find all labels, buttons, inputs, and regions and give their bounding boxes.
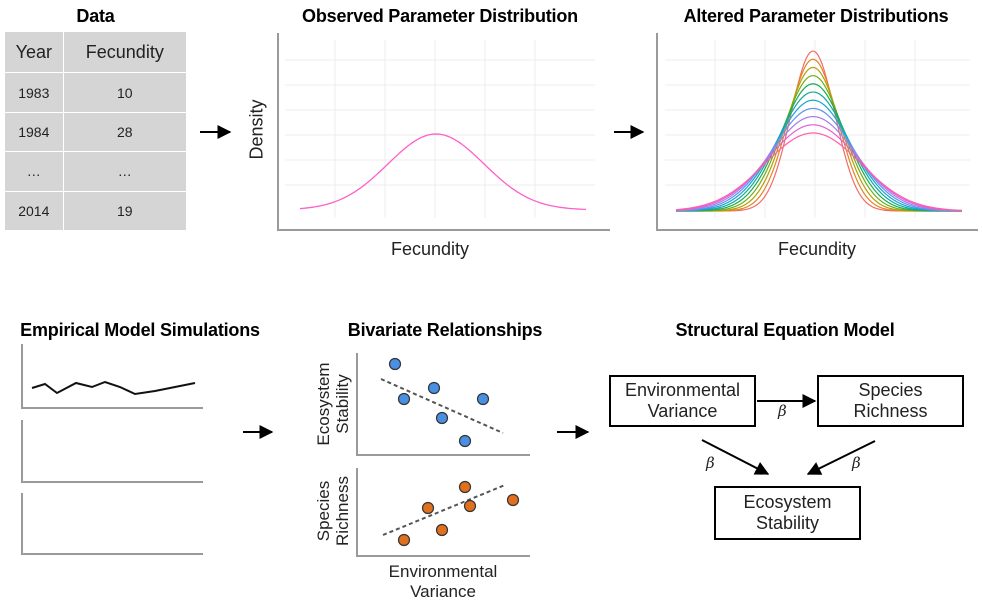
altered-grid bbox=[665, 40, 970, 218]
table-row: … … bbox=[5, 152, 186, 192]
xlabel-line: Environmental bbox=[388, 562, 498, 581]
path-label-richness-stability: β bbox=[852, 454, 861, 472]
node-label-line: Richness bbox=[853, 401, 928, 421]
table-cell: … bbox=[63, 152, 186, 192]
data-point bbox=[476, 392, 490, 406]
bivariate-bottom-ylabel: Species Richness bbox=[314, 461, 352, 561]
altered-xlabel: Fecundity bbox=[777, 239, 857, 259]
data-table: Year Fecundity 1983 10 1984 28 … … 2014 … bbox=[5, 32, 186, 230]
bivariate-bottom-axes bbox=[356, 468, 530, 557]
altered-density-curve bbox=[676, 50, 962, 212]
path-label-env-richness: β bbox=[778, 402, 787, 420]
altered-density-curve bbox=[675, 132, 963, 211]
altered-distributions-title: Altered Parameter Distributions bbox=[683, 6, 949, 26]
bivariate-top-points bbox=[388, 357, 490, 448]
bivariate-title: Bivariate Relationships bbox=[347, 320, 543, 340]
altered-density-curve bbox=[675, 99, 963, 212]
bivariate-bottom-points bbox=[397, 480, 520, 547]
altered-density-curve bbox=[676, 75, 962, 212]
simulation-trace bbox=[31, 380, 196, 396]
node-label-line: Variance bbox=[647, 401, 718, 421]
data-point bbox=[427, 381, 441, 395]
table-cell: 2014 bbox=[5, 191, 64, 230]
altered-density-curves bbox=[675, 50, 963, 212]
simulation-axes-3 bbox=[21, 493, 203, 555]
sem-arrow-richness-to-stability bbox=[806, 440, 876, 475]
data-point bbox=[397, 533, 411, 547]
sem-node-environmental-variance: Environmental Variance bbox=[609, 375, 756, 427]
observed-distribution-title: Observed Parameter Distribution bbox=[302, 6, 578, 26]
table-cell: 1984 bbox=[5, 112, 64, 153]
table-cell: 10 bbox=[63, 73, 186, 113]
table-cell: 28 bbox=[63, 113, 186, 153]
table-cell: … bbox=[5, 152, 64, 192]
bivariate-top-ylabel: Ecosystem Stability bbox=[314, 354, 352, 454]
data-point bbox=[435, 411, 449, 425]
data-point bbox=[458, 480, 472, 494]
ylabel-line: Species bbox=[314, 480, 333, 542]
data-point bbox=[458, 434, 472, 448]
observed-ylabel: Density bbox=[246, 99, 267, 160]
table-header-row: Year Fecundity bbox=[5, 32, 186, 74]
observed-density-curve bbox=[299, 133, 587, 211]
table-row: 1984 28 bbox=[5, 112, 186, 153]
altered-density-curve bbox=[676, 83, 962, 212]
column-header-year: Year bbox=[5, 32, 64, 74]
altered-density-curve bbox=[675, 116, 963, 212]
table-row: 1983 10 bbox=[5, 73, 186, 113]
observed-axes bbox=[277, 33, 610, 231]
data-point bbox=[421, 501, 435, 515]
data-point bbox=[397, 392, 411, 406]
column-header-fecundity: Fecundity bbox=[63, 32, 186, 74]
altered-axes bbox=[656, 33, 978, 231]
altered-density-curve bbox=[675, 124, 963, 212]
data-point bbox=[463, 499, 477, 513]
table-row: 2014 19 bbox=[5, 191, 186, 230]
observed-xlabel: Fecundity bbox=[390, 239, 470, 259]
ylabel-line: Stability bbox=[333, 374, 352, 434]
node-label-line: Species bbox=[858, 380, 923, 400]
node-label-line: Environmental bbox=[624, 380, 741, 400]
altered-density-curve bbox=[676, 66, 962, 212]
sem-node-ecosystem-stability: Ecosystem Stability bbox=[714, 486, 861, 540]
bivariate-bottom-trend-line bbox=[382, 484, 506, 536]
simulations-title: Empirical Model Simulations bbox=[20, 320, 260, 340]
simulation-axes-1 bbox=[21, 344, 203, 409]
node-label-line: Ecosystem bbox=[743, 492, 832, 512]
ylabel-line: Ecosystem bbox=[314, 362, 333, 446]
table-cell: 19 bbox=[117, 202, 133, 219]
bivariate-top-trend-line bbox=[380, 378, 504, 434]
bivariate-top-axes bbox=[356, 353, 530, 456]
sem-title: Structural Equation Model bbox=[675, 320, 895, 340]
data-point bbox=[506, 493, 520, 507]
path-label-env-stability: β bbox=[706, 454, 715, 472]
observed-grid bbox=[285, 40, 595, 218]
ylabel-line: Richness bbox=[333, 476, 352, 546]
simulation-axes-2 bbox=[21, 420, 203, 483]
table-cell: 1983 bbox=[5, 73, 64, 113]
xlabel-line: Variance bbox=[410, 582, 476, 601]
data-point bbox=[435, 523, 449, 537]
altered-density-curve bbox=[675, 91, 963, 212]
sem-arrow-env-to-stability bbox=[701, 439, 770, 475]
bivariate-xlabel: Environmental Variance bbox=[343, 562, 543, 602]
sem-node-species-richness: Species Richness bbox=[817, 375, 964, 427]
data-point bbox=[388, 357, 402, 371]
data-panel-title: Data bbox=[76, 6, 115, 26]
altered-density-curve bbox=[675, 107, 963, 212]
node-label-line: Stability bbox=[755, 513, 820, 533]
